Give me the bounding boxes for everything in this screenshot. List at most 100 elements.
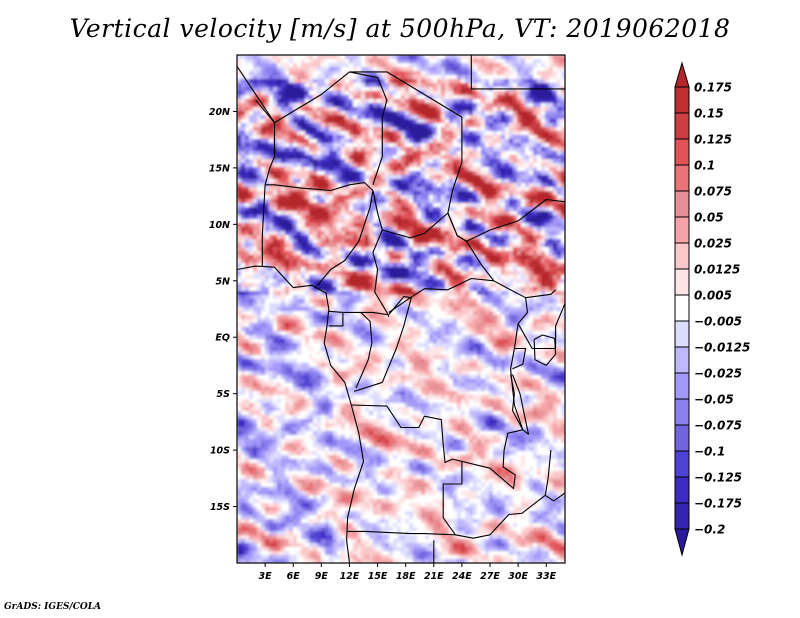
field-cell: [473, 135, 478, 140]
field-cell: [357, 107, 362, 112]
field-cell: [445, 55, 450, 60]
field-cell: [449, 183, 454, 188]
field-cell: [441, 87, 446, 92]
field-cell: [373, 211, 378, 216]
field-cell: [353, 99, 358, 104]
field-cell: [393, 123, 398, 128]
field-cell: [557, 127, 562, 132]
field-cell: [389, 287, 394, 292]
field-cell: [349, 71, 354, 76]
field-cell: [477, 135, 482, 140]
field-cell: [561, 259, 565, 264]
field-cell: [357, 207, 362, 212]
field-cell: [277, 187, 282, 192]
field-cell: [317, 231, 322, 236]
field-cell: [545, 239, 550, 244]
field-cell: [557, 207, 562, 212]
field-cell: [529, 215, 534, 220]
field-cell: [461, 147, 466, 152]
field-cell: [329, 187, 334, 192]
field-cell: [457, 119, 462, 124]
field-cell: [453, 207, 458, 212]
field-cell: [501, 107, 506, 112]
field-cell: [325, 59, 330, 64]
field-cell: [425, 271, 430, 276]
field-cell: [389, 275, 394, 280]
field-cell: [533, 187, 538, 192]
field-cell: [285, 195, 290, 200]
field-cell: [417, 179, 422, 184]
field-cell: [273, 243, 278, 248]
field-cell: [365, 223, 370, 228]
field-cell: [301, 179, 306, 184]
field-cell: [257, 115, 262, 120]
field-cell: [257, 159, 262, 164]
field-cell: [325, 179, 330, 184]
field-cell: [481, 171, 486, 176]
field-cell: [393, 107, 398, 112]
field-cell: [373, 223, 378, 228]
field-cell: [329, 271, 334, 276]
field-cell: [509, 271, 514, 276]
field-cell: [313, 111, 318, 116]
field-cell: [513, 187, 518, 192]
field-cell: [241, 259, 246, 264]
field-cell: [385, 123, 390, 128]
field-cell: [297, 123, 302, 128]
field-cell: [273, 239, 278, 244]
field-cell: [413, 131, 418, 136]
field-cell: [409, 67, 414, 72]
field-cell: [289, 111, 294, 116]
field-cell: [269, 267, 274, 272]
field-cell: [337, 195, 342, 200]
field-cell: [473, 131, 478, 136]
field-cell: [469, 135, 474, 140]
field-cell: [493, 243, 498, 248]
field-cell: [317, 59, 322, 64]
field-cell: [413, 255, 418, 260]
field-cell: [321, 179, 326, 184]
field-cell: [273, 103, 278, 108]
field-cell: [253, 135, 258, 140]
field-cell: [505, 63, 510, 68]
field-cell: [545, 115, 550, 120]
field-cell: [421, 147, 426, 152]
field-cell: [329, 115, 334, 120]
field-cell: [469, 103, 474, 108]
field-cell: [429, 179, 434, 184]
field-cell: [341, 163, 346, 168]
field-cell: [385, 239, 390, 244]
field-cell: [541, 251, 546, 256]
field-cell: [333, 75, 338, 80]
field-cell: [253, 287, 258, 292]
field-cell: [325, 107, 330, 112]
field-cell: [321, 207, 326, 212]
field-cell: [365, 107, 370, 112]
field-cell: [449, 215, 454, 220]
field-cell: [561, 127, 565, 132]
field-cell: [381, 103, 386, 108]
field-cell: [361, 267, 366, 272]
field-cell: [401, 163, 406, 168]
field-cell: [285, 191, 290, 196]
field-cell: [497, 91, 502, 96]
field-cell: [261, 295, 266, 300]
field-cell: [437, 219, 442, 224]
field-cell: [477, 255, 482, 260]
field-cell: [549, 75, 554, 80]
field-cell: [497, 211, 502, 216]
field-cell: [297, 59, 302, 64]
field-cell: [341, 287, 346, 292]
field-cell: [265, 99, 270, 104]
field-cell: [481, 91, 486, 96]
field-cell: [365, 247, 370, 252]
field-cell: [369, 203, 374, 208]
field-cell: [257, 91, 262, 96]
field-cell: [413, 195, 418, 200]
field-cell: [289, 147, 294, 152]
field-cell: [549, 163, 554, 168]
field-cell: [401, 263, 406, 268]
field-cell: [341, 211, 346, 216]
field-cell: [281, 55, 286, 60]
field-cell: [421, 111, 426, 116]
